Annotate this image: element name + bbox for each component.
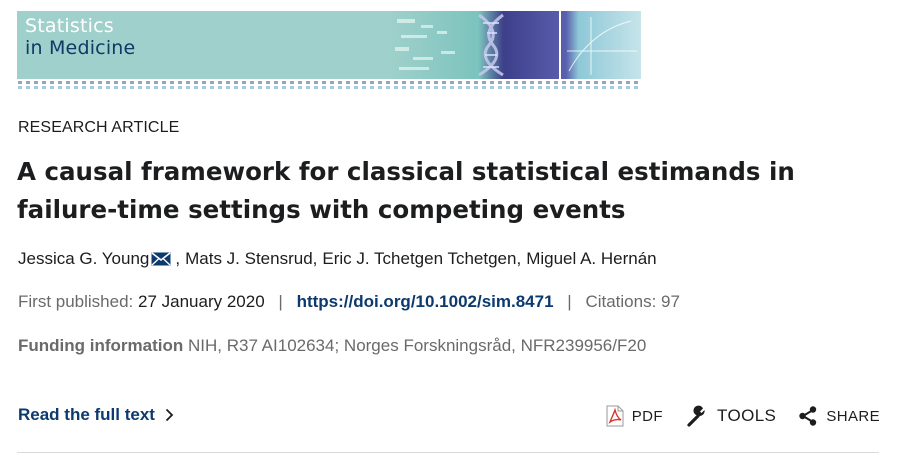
author-link[interactable]: Jessica G. Young — [18, 249, 150, 268]
tools-button[interactable]: TOOLS — [685, 404, 776, 428]
publication-info: First published: 27 January 2020 | https… — [18, 292, 680, 312]
info-separator: | — [278, 292, 283, 311]
journal-banner[interactable]: Statistics in Medicine — [17, 11, 641, 79]
author-separator: , — [175, 249, 181, 268]
pdf-label: PDF — [631, 407, 663, 425]
journal-logo-text: Statistics in Medicine — [25, 15, 135, 59]
section-divider — [17, 452, 879, 453]
pdf-icon — [606, 405, 624, 427]
doi-link[interactable]: https://doi.org/10.1002/sim.8471 — [296, 292, 554, 311]
funding-label: Funding information — [18, 336, 184, 355]
journal-title-line2: in Medicine — [25, 37, 136, 59]
author-list: Jessica G. Young , Mats J. Stensrud , Er… — [18, 249, 657, 269]
banner-dot-strip — [17, 80, 641, 90]
citations-count[interactable]: 97 — [661, 292, 680, 311]
wrench-icon — [687, 405, 705, 427]
share-label: SHARE — [826, 407, 880, 425]
article-title: A causal framework for classical statist… — [17, 157, 795, 224]
article-actions: PDF TOOLS SHARE — [584, 404, 880, 428]
published-date: 27 January 2020 — [138, 292, 265, 311]
author-link[interactable]: Mats J. Stensrud — [185, 249, 313, 268]
funding-text: NIH, R37 AI102634; Norges Forskningsråd,… — [187, 336, 647, 355]
banner-artwork — [391, 11, 641, 79]
author-link[interactable]: Miguel A. Hernán — [526, 249, 657, 268]
citations-label: Citations: — [585, 292, 657, 311]
info-separator: | — [567, 292, 572, 311]
article-type: RESEARCH ARTICLE — [18, 119, 180, 136]
author-link[interactable]: Eric J. Tchetgen Tchetgen — [322, 249, 517, 268]
mail-icon[interactable] — [151, 252, 171, 266]
published-label: First published: — [18, 292, 134, 311]
read-full-text-link[interactable]: Read the full text — [18, 405, 174, 425]
journal-title-line1: Statistics — [25, 15, 114, 37]
funding-info: Funding information NIH, R37 AI102634; N… — [18, 336, 646, 356]
pdf-button[interactable]: PDF — [606, 405, 663, 427]
share-button[interactable]: SHARE — [798, 405, 880, 427]
author-separator: , — [516, 249, 522, 268]
chevron-right-icon — [165, 408, 174, 422]
read-full-text-label: Read the full text — [18, 405, 155, 424]
share-icon — [799, 406, 817, 426]
author-separator: , — [312, 249, 318, 268]
tools-label: TOOLS — [716, 406, 777, 425]
